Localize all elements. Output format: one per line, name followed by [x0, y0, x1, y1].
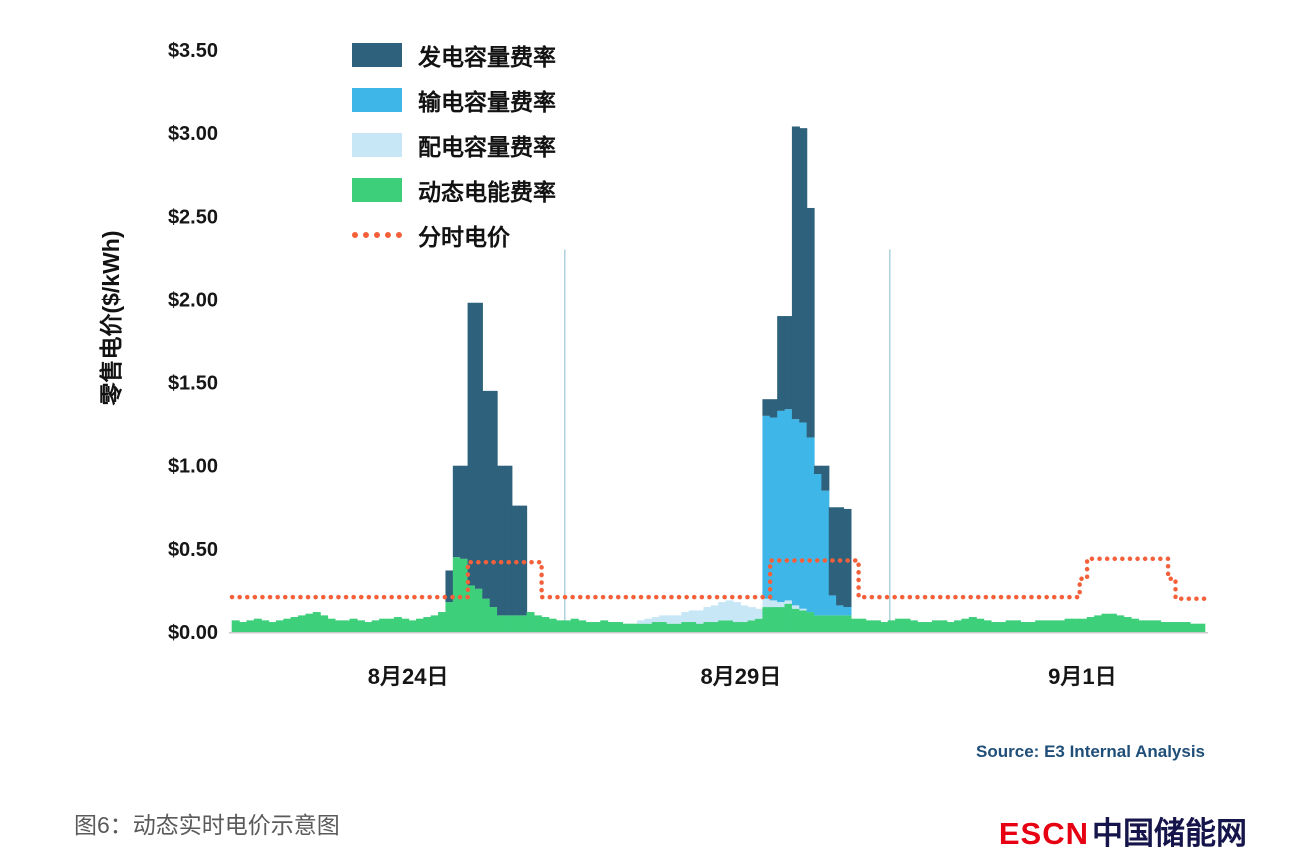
- legend-item-distribution: 配电容量费率: [352, 122, 556, 167]
- generation-capacity-swatch-icon: [352, 42, 402, 67]
- x-tick-label: 8月24日: [368, 664, 449, 689]
- y-tick-label: $3.50: [168, 40, 218, 62]
- legend-label: 输电容量费率: [418, 88, 556, 115]
- chart-legend: 发电容量费率 输电容量费率 配电容量费率 动态电能费率 分时电价: [352, 32, 556, 257]
- y-tick-label: $0.50: [168, 539, 218, 561]
- escn-logo-cjk: 中国储能网: [1092, 816, 1247, 851]
- legend-label: 动态电能费率: [418, 178, 556, 205]
- tou-dotted-line-swatch-icon: [352, 231, 402, 238]
- escn-logo-latin: ESCN: [998, 816, 1089, 851]
- x-tick-label: 9月1日: [1048, 664, 1116, 689]
- y-axis-title: 零售电价($/kWh): [98, 230, 124, 406]
- legend-label: 配电容量费率: [418, 133, 556, 160]
- escn-logo: ESCN中国储能网: [999, 808, 1247, 853]
- y-tick-label: $1.00: [168, 456, 218, 478]
- legend-item-generation: 发电容量费率: [352, 32, 556, 77]
- legend-item-dynamic-energy: 动态电能费率: [352, 167, 556, 212]
- legend-label: 分时电价: [418, 223, 510, 250]
- source-note: Source: E3 Internal Analysis: [976, 742, 1205, 761]
- legend-item-tou-price: 分时电价: [352, 212, 556, 257]
- y-tick-label: $0.00: [168, 622, 218, 644]
- legend-label: 发电容量费率: [418, 43, 556, 70]
- y-tick-label: $2.50: [168, 206, 218, 228]
- x-tick-label: 8月29日: [701, 664, 782, 689]
- y-tick-label: $1.50: [168, 373, 218, 395]
- y-tick-label: $2.00: [168, 289, 218, 311]
- y-tick-label: $3.00: [168, 123, 218, 145]
- legend-item-transmission: 输电容量费率: [352, 77, 556, 122]
- dynamic-energy-swatch-icon: [352, 177, 402, 202]
- distribution-capacity-swatch-icon: [352, 132, 402, 157]
- figure-caption: 图6：动态实时电价示意图: [74, 812, 340, 838]
- transmission-capacity-swatch-icon: [352, 87, 402, 112]
